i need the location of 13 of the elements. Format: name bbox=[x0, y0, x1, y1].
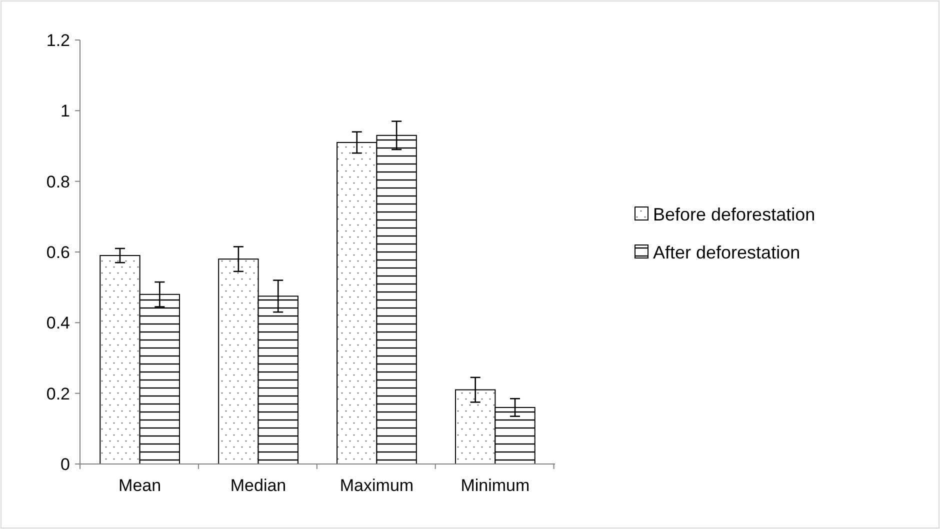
y-tick-label: 1 bbox=[60, 102, 70, 121]
legend-label: Before deforestation bbox=[653, 204, 816, 224]
y-tick-label: 0 bbox=[60, 454, 70, 474]
y-tick-label: 0.4 bbox=[46, 314, 70, 333]
legend-label: After deforestation bbox=[653, 242, 800, 262]
x-tick-label: Minimum bbox=[460, 476, 530, 495]
y-tick-label: 0.8 bbox=[46, 172, 70, 192]
y-tick-label: 1.2 bbox=[46, 30, 70, 50]
y-tick-label: 0.2 bbox=[46, 384, 70, 404]
x-tick-label: Mean bbox=[118, 476, 162, 495]
x-tick-label: Median bbox=[230, 476, 286, 495]
x-tick-label: Maximum bbox=[340, 476, 414, 495]
y-tick-label: 0.6 bbox=[46, 242, 70, 262]
